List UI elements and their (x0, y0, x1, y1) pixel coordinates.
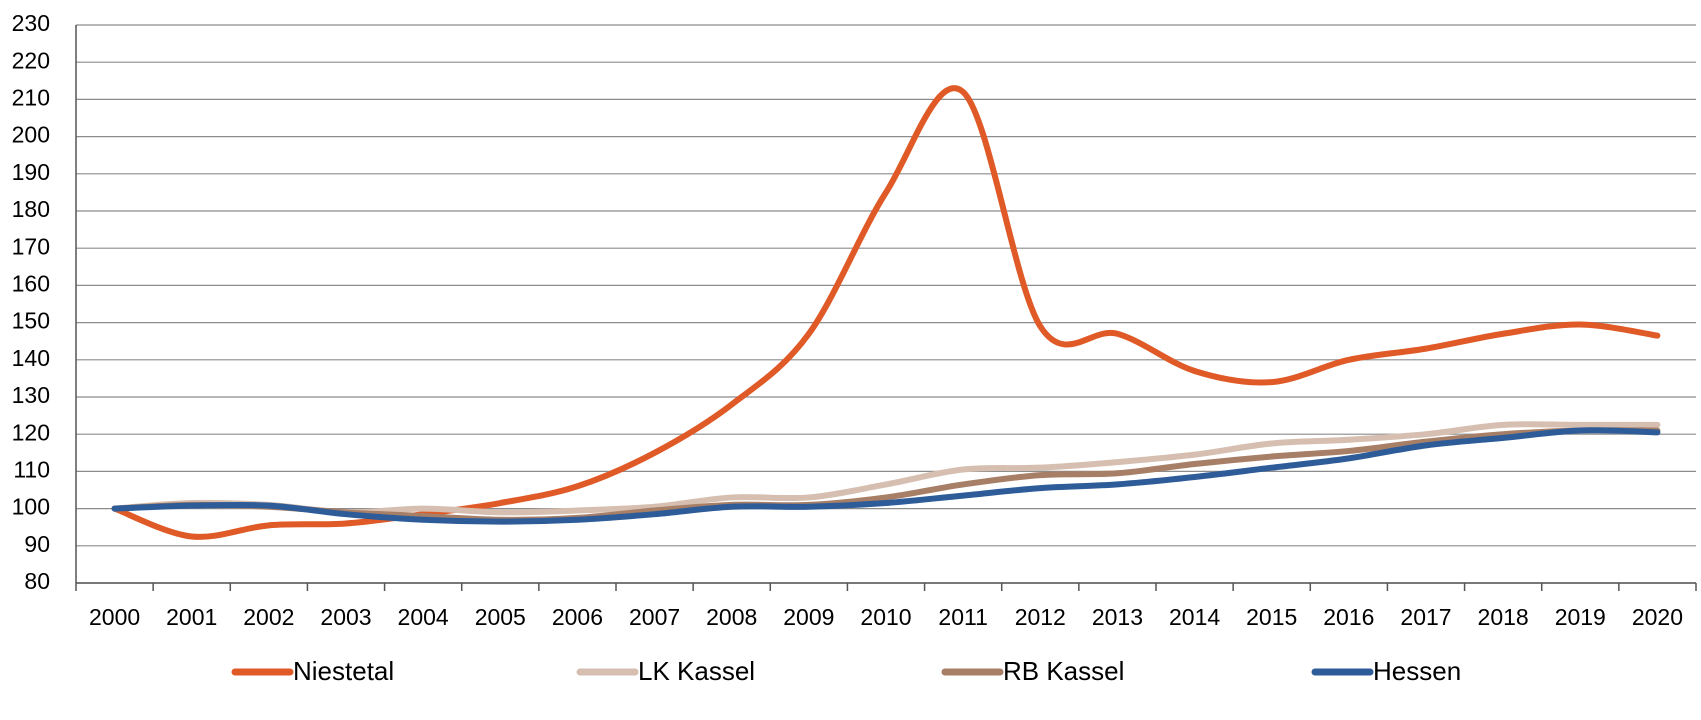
y-tick-label: 180 (12, 196, 50, 222)
x-tick-label: 2016 (1323, 604, 1374, 630)
x-tick-label: 2001 (166, 604, 217, 630)
x-tick-label: 2012 (1015, 604, 1066, 630)
y-tick-label: 80 (24, 568, 50, 594)
y-tick-label: 110 (13, 456, 50, 482)
y-tick-label: 140 (12, 345, 50, 371)
x-tick-label: 2020 (1632, 604, 1683, 630)
y-tick-label: 200 (12, 122, 50, 148)
x-tick-label: 2002 (243, 604, 294, 630)
series-line (111, 427, 1661, 525)
legend-label: RB Kassel (1003, 656, 1124, 686)
legend-label: Niestetal (293, 656, 394, 686)
x-tick-label: 2015 (1246, 604, 1297, 630)
legend-label: Hessen (1373, 656, 1461, 686)
x-tick-label: 2008 (706, 604, 757, 630)
y-tick-label: 170 (12, 233, 50, 259)
y-tick-label: 90 (24, 531, 50, 557)
x-tick-label: 2003 (320, 604, 371, 630)
x-tick-label: 2009 (783, 604, 834, 630)
y-tick-label: 150 (12, 308, 50, 334)
x-tick-label: 2013 (1092, 604, 1143, 630)
x-tick-label: 2004 (398, 604, 449, 630)
y-tick-label: 230 (12, 10, 50, 36)
y-tick-label: 130 (12, 382, 50, 408)
series-line (111, 85, 1661, 540)
x-tick-label: 2005 (475, 604, 526, 630)
legend-label: LK Kassel (638, 656, 755, 686)
x-tick-label: 2017 (1400, 604, 1451, 630)
x-tick-label: 2000 (89, 604, 140, 630)
x-tick-label: 2018 (1478, 604, 1529, 630)
y-tick-label: 100 (12, 494, 50, 520)
x-tick-label: 2010 (860, 604, 911, 630)
y-tick-label: 120 (12, 419, 50, 445)
x-tick-label: 2019 (1555, 604, 1606, 630)
y-tick-label: 160 (12, 270, 50, 296)
y-tick-label: 190 (12, 159, 50, 185)
x-tick-label: 2006 (552, 604, 603, 630)
x-tick-label: 2014 (1169, 604, 1220, 630)
x-tick-label: 2011 (938, 604, 987, 630)
x-tick-label: 2007 (629, 604, 680, 630)
y-tick-label: 210 (12, 84, 50, 110)
y-tick-label: 220 (12, 47, 50, 73)
